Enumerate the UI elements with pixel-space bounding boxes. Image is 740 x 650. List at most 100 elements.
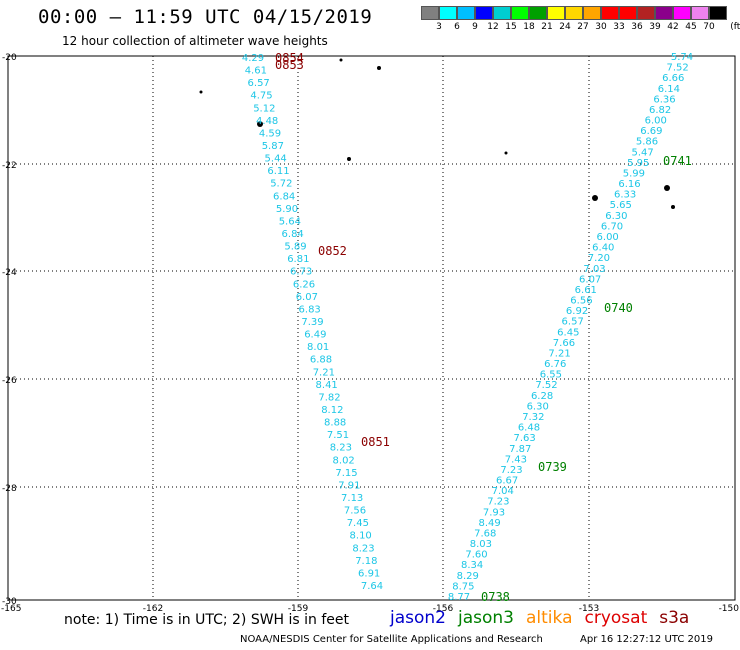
- pass-time-label: 0738: [481, 590, 510, 604]
- wave-height-label: 5.90: [276, 204, 298, 215]
- x-tick-label: -159: [288, 604, 309, 614]
- wave-height-label: 7.51: [327, 430, 349, 441]
- color-scale-label: 18: [523, 22, 535, 32]
- wave-height-label: 7.39: [301, 317, 323, 328]
- wave-height-label: 8.29: [457, 571, 479, 582]
- wave-height-label: 4.48: [256, 116, 278, 127]
- y-tick-label: -26: [2, 376, 17, 386]
- wave-height-label: 6.88: [310, 355, 332, 366]
- color-swatch: [565, 6, 583, 20]
- wave-height-label: 8.01: [307, 342, 329, 353]
- island-marker: [671, 205, 675, 209]
- wave-height-label: 8.75: [452, 581, 474, 592]
- x-tick-label: -153: [579, 604, 599, 614]
- color-scale-label: 12: [487, 22, 499, 32]
- wave-height-label: 5.47: [632, 147, 654, 158]
- wave-height-label: 6.40: [592, 243, 614, 254]
- wave-height-label: 6.07: [579, 274, 601, 285]
- wave-height-label: 7.66: [553, 338, 575, 349]
- wave-height-label: 4.75: [250, 91, 272, 102]
- map-frame: [7, 55, 736, 601]
- wave-height-label: 8.03: [470, 539, 492, 550]
- wave-height-label: 7.68: [474, 528, 496, 539]
- wave-height-label: 6.84: [273, 191, 295, 202]
- wave-height-label: 5.95: [627, 158, 649, 169]
- wave-height-label: 5.99: [623, 168, 645, 179]
- color-swatch: [673, 6, 691, 20]
- x-tick-label: -165: [1, 604, 21, 614]
- wave-height-label: 6.56: [570, 296, 592, 307]
- wave-height-label: 6.69: [640, 126, 662, 137]
- pass-time-label: 0741: [663, 154, 692, 168]
- color-swatch: [619, 6, 637, 20]
- wave-height-label: 8.34: [461, 560, 483, 571]
- color-scale-label: 70: [703, 22, 715, 32]
- wave-height-label: 7.15: [335, 468, 357, 479]
- wave-height-label: 7.52: [666, 63, 688, 74]
- satellite-name-altika: altika: [526, 608, 573, 628]
- wave-height-label: 6.11: [267, 166, 289, 177]
- color-swatch: [709, 6, 727, 20]
- pass-time-label: 0739: [538, 460, 567, 474]
- wave-height-label: 7.64: [361, 581, 383, 592]
- wave-height-label: 6.84: [282, 229, 304, 240]
- satellite-pass-left: 4.29 4.616.57 4.755.12 4.484.59 5.87 5.446.11…: [242, 51, 390, 592]
- color-swatch: [547, 6, 565, 20]
- wave-height-label: 8.77: [448, 592, 470, 603]
- wave-height-label: 6.92: [566, 306, 588, 317]
- island-marker: [199, 90, 203, 94]
- wave-height-label: 8.12: [321, 405, 343, 416]
- y-tick-label: -30: [2, 597, 17, 607]
- wave-height-label: 6.30: [527, 401, 549, 412]
- wave-height-label: 6.30: [605, 211, 627, 222]
- wave-height-label: 6.07: [296, 292, 318, 303]
- island-marker: [347, 157, 351, 161]
- island-marker: [339, 58, 343, 62]
- wave-height-label: 7.52: [535, 380, 557, 391]
- credit-line: NOAA/NESDIS Center for Satellite Applica…: [240, 634, 543, 645]
- wave-height-label: 7.63: [513, 433, 535, 444]
- wave-height-label: 7.20: [588, 253, 610, 264]
- color-scale-label: 42: [667, 22, 679, 32]
- satellite-legend: jason2 jason3 altika cryosat s3a: [390, 608, 701, 628]
- wave-height-label: 5.12: [253, 103, 275, 114]
- map-grid: [8, 56, 735, 600]
- color-swatch: [475, 6, 493, 20]
- wave-height-label: 7.23: [500, 465, 522, 476]
- wave-height-label: 8.88: [324, 418, 346, 429]
- wave-height-label: 6.00: [597, 232, 619, 243]
- y-tick-label: -28: [2, 484, 17, 494]
- wave-height-label: 8.23: [330, 443, 352, 454]
- wave-height-label: 7.04: [492, 486, 514, 497]
- color-scale-label: 30: [595, 22, 607, 32]
- color-scale-label: (ft): [730, 22, 740, 32]
- y-tick-label: -20: [2, 53, 17, 63]
- x-tick-label: -150: [719, 604, 740, 614]
- wave-height-label: 6.66: [662, 73, 684, 84]
- color-scale-label: 6: [454, 22, 460, 32]
- color-scale-label: 36: [631, 22, 643, 32]
- wave-height-label: 6.76: [544, 359, 566, 370]
- wave-height-label: 6.73: [290, 267, 312, 278]
- pass-time-label: 0851: [361, 435, 390, 449]
- wave-height-label: 6.91: [358, 568, 380, 579]
- wave-height-label: 6.55: [540, 370, 562, 381]
- wave-height-label: 6.14: [658, 84, 680, 95]
- pass-time-label: 0852: [318, 244, 347, 258]
- wave-height-label: 7.60: [465, 550, 487, 561]
- wave-height-label: 5.86: [636, 137, 658, 148]
- page-title: 00:00 – 11:59 UTC 04/15/2019: [38, 6, 373, 28]
- wave-height-label: 4.29: [242, 53, 264, 64]
- wave-height-label: 7.82: [318, 392, 340, 403]
- wave-height-label: 6.26: [293, 279, 315, 290]
- color-scale-label: 3: [436, 22, 442, 32]
- color-swatch: [421, 6, 439, 20]
- color-swatch: [691, 6, 709, 20]
- color-swatch: [511, 6, 529, 20]
- map-border: [7, 55, 736, 601]
- color-scale-label: 9: [472, 22, 478, 32]
- color-scale-label: 27: [577, 22, 589, 32]
- satellite-name-jason3: jason3: [458, 608, 514, 628]
- wave-height-label: 6.67: [496, 476, 518, 487]
